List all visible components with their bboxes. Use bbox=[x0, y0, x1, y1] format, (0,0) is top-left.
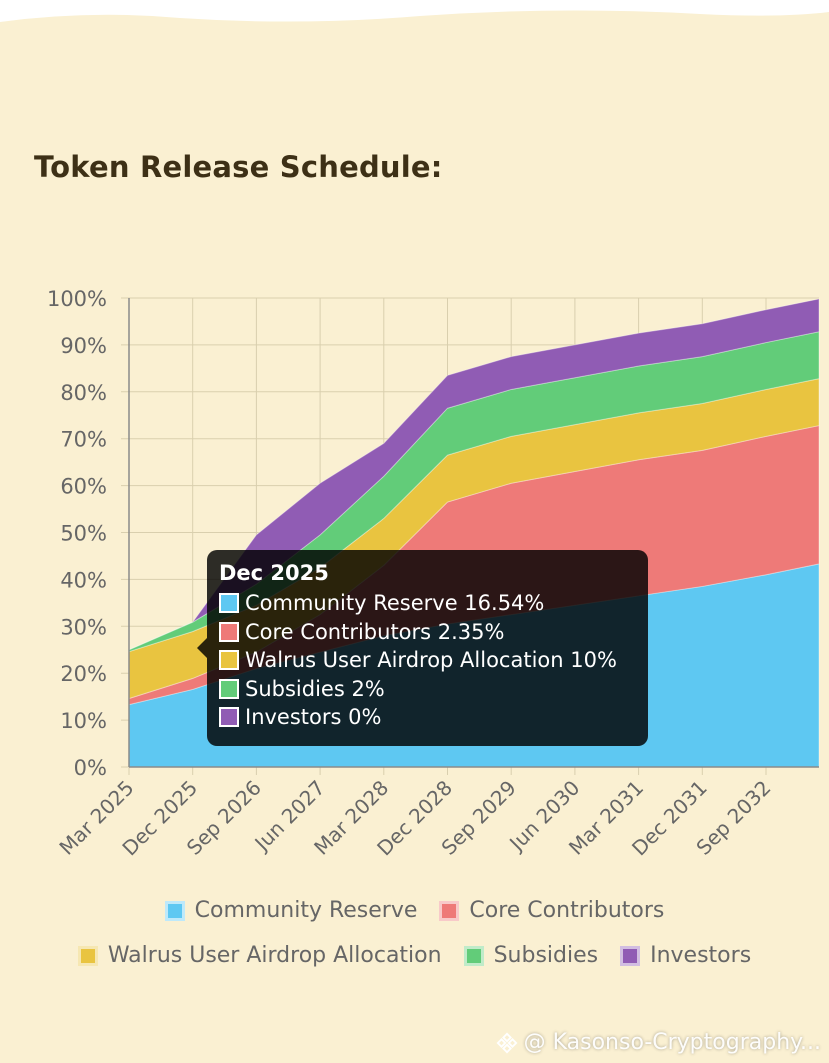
tooltip-row-label: Investors 0% bbox=[245, 705, 382, 730]
tooltip-swatch bbox=[219, 707, 239, 728]
legend-item-subsidies[interactable]: Subsidies bbox=[463, 943, 599, 968]
tooltip-row-label: Walrus User Airdrop Allocation 10% bbox=[245, 648, 617, 673]
tooltip-row-label: Subsidies 2% bbox=[245, 676, 385, 701]
y-tick-label: 50% bbox=[60, 522, 107, 546]
tooltip-row: Walrus User Airdrop Allocation 10% bbox=[219, 646, 636, 675]
y-tick-label: 0% bbox=[74, 756, 107, 780]
tooltip-row: Investors 0% bbox=[219, 703, 636, 732]
legend-swatch bbox=[164, 900, 185, 921]
tooltip-swatch bbox=[219, 650, 239, 671]
y-tick-label: 30% bbox=[60, 615, 107, 639]
y-tick-label: 60% bbox=[60, 475, 107, 499]
legend-item-investors[interactable]: Investors bbox=[620, 943, 751, 968]
chart-axes bbox=[128, 298, 819, 768]
legend-swatch bbox=[77, 945, 98, 966]
legend-item-community-reserve[interactable]: Community Reserve bbox=[164, 898, 418, 923]
area-investors[interactable] bbox=[128, 298, 820, 651]
legend-item-walrus-user-airdrop-allocation[interactable]: Walrus User Airdrop Allocation bbox=[77, 943, 442, 968]
y-tick-label: 40% bbox=[60, 568, 107, 592]
legend-item-core-contributors[interactable]: Core Contributors bbox=[439, 898, 664, 923]
legend-label: Community Reserve bbox=[194, 898, 418, 923]
chart-tooltip: Dec 2025 Community Reserve 16.54% Core Co… bbox=[197, 550, 648, 746]
stacked-area-chart: 0% 10% 20% 30% 40% 50% 60% 70% 80% 90% 100% Mar 20… bbox=[47, 287, 820, 861]
y-tick-label: 80% bbox=[60, 381, 107, 405]
y-tick-label: 20% bbox=[60, 662, 107, 686]
legend-label: Investors bbox=[650, 943, 752, 968]
tooltip-swatch bbox=[219, 678, 239, 699]
tooltip-row: Core Contributors 2.35% bbox=[219, 618, 636, 647]
legend-swatch bbox=[463, 945, 484, 966]
legend-label: Walrus User Airdrop Allocation bbox=[107, 943, 442, 968]
legend-label: Subsidies bbox=[493, 943, 599, 968]
y-tick-label: 90% bbox=[60, 334, 107, 358]
watermark: @ Kasonso-Cryptography... bbox=[496, 1030, 821, 1055]
top-edge bbox=[0, 0, 829, 22]
y-tick-labels: 0% 10% 20% 30% 40% 50% 60% 70% 80% 90% 100% bbox=[47, 287, 107, 780]
y-tick-label: 100% bbox=[47, 287, 107, 311]
legend-swatch bbox=[620, 945, 641, 966]
tooltip-row: Subsidies 2% bbox=[219, 675, 636, 704]
tooltip-swatch bbox=[219, 621, 239, 642]
legend-label: Core Contributors bbox=[469, 898, 665, 923]
tooltip-swatch bbox=[219, 593, 239, 614]
legend-row-2: Walrus User Airdrop Allocation Subsidies I… bbox=[0, 943, 829, 968]
binance-logo-icon bbox=[496, 1032, 518, 1053]
y-tick-label: 70% bbox=[60, 428, 107, 452]
watermark-text: @ Kasonso-Cryptography... bbox=[523, 1030, 821, 1055]
tooltip-row: Community Reserve 16.54% bbox=[219, 589, 636, 618]
legend-swatch bbox=[439, 900, 460, 921]
tooltip-title: Dec 2025 bbox=[219, 561, 329, 585]
tooltip-row-label: Community Reserve 16.54% bbox=[245, 591, 545, 616]
y-tick-label: 10% bbox=[60, 709, 107, 733]
legend-row-1: Community Reserve Core Contributors bbox=[0, 898, 829, 923]
page-title: Token Release Schedule: bbox=[34, 150, 443, 184]
tooltip-row-label: Core Contributors 2.35% bbox=[245, 619, 505, 644]
